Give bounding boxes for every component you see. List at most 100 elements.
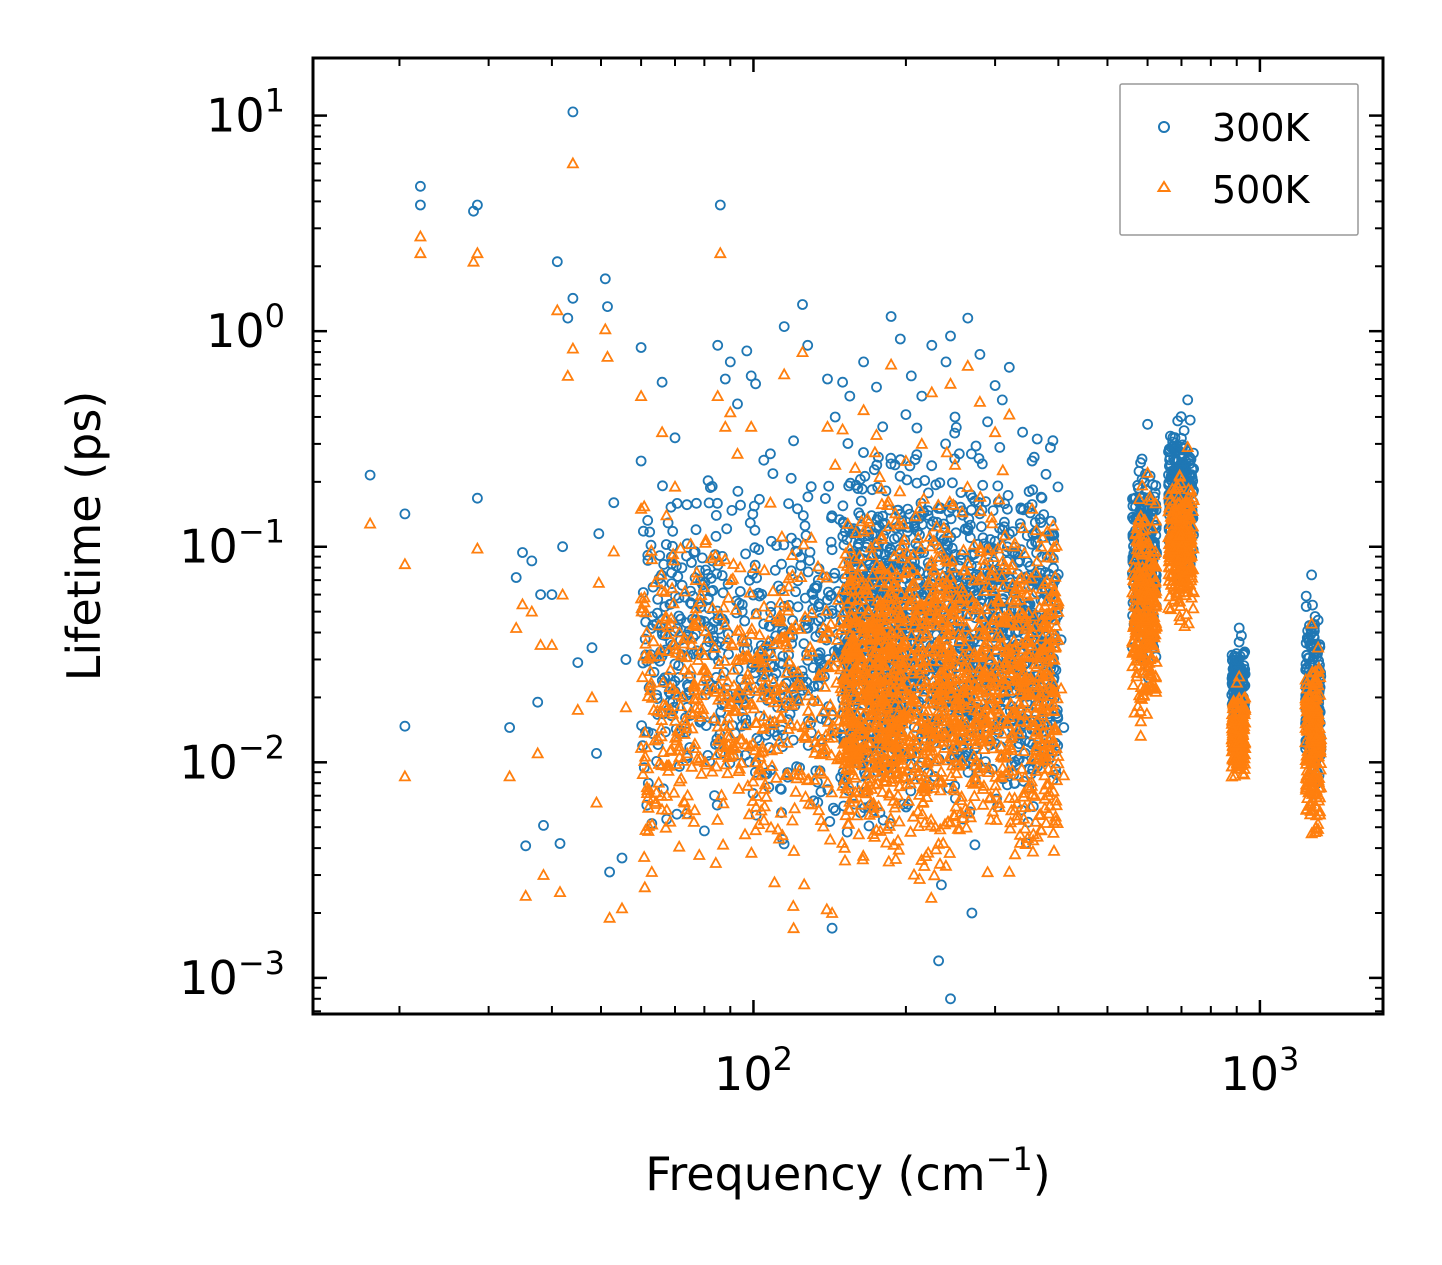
data-point-500k	[746, 774, 760, 787]
data-point-500k	[660, 789, 674, 801]
data-point-500k	[996, 726, 1010, 739]
data-point-500k	[1026, 587, 1040, 600]
data-point-500k	[816, 819, 830, 832]
data-point-500k	[836, 778, 850, 791]
data-point-500k	[769, 770, 783, 783]
data-point-300k	[774, 783, 786, 794]
data-point-300k	[805, 481, 817, 493]
data-point-500k	[638, 880, 652, 893]
data-point-300k	[795, 560, 807, 571]
data-point-300k	[696, 552, 708, 564]
data-point-300k	[808, 681, 820, 692]
data-point-500k	[1029, 565, 1043, 578]
data-point-500k	[721, 766, 735, 779]
data-point-500k	[648, 575, 662, 588]
data-point-300k	[837, 500, 849, 512]
data-point-500k	[712, 657, 726, 669]
data-point-500k	[989, 785, 1003, 798]
data-point-300k	[662, 517, 674, 529]
data-point-300k	[1045, 442, 1056, 453]
data-point-500k	[775, 529, 789, 542]
data-point-500k	[656, 675, 670, 688]
data-point-500k	[821, 731, 836, 743]
data-point-500k	[1017, 546, 1031, 558]
data-point-500k	[677, 794, 691, 807]
data-point-500k	[1012, 726, 1026, 739]
data-point-500k	[813, 764, 827, 777]
data-point-500k	[1049, 598, 1064, 610]
data-point-500k	[859, 577, 873, 590]
data-point-500k	[757, 813, 771, 826]
data-point-300k	[955, 554, 967, 566]
data-point-300k	[785, 472, 797, 484]
data-point-500k	[923, 689, 937, 702]
data-point-300k	[777, 729, 789, 741]
data-point-300k	[829, 411, 841, 423]
data-point-500k	[729, 603, 743, 615]
data-point-500k	[914, 542, 928, 554]
data-point-500k	[652, 618, 666, 631]
data-point-300k	[953, 448, 965, 460]
data-point-500k	[818, 680, 832, 692]
data-point-300k	[859, 470, 871, 482]
data-point-300k	[1232, 654, 1244, 666]
data-point-300k	[648, 666, 660, 678]
data-point-500k	[723, 728, 737, 741]
data-point-300k	[1182, 394, 1194, 406]
data-point-500k	[677, 727, 691, 739]
data-point-500k	[745, 622, 759, 634]
data-point-300k	[724, 356, 736, 368]
data-point-500k	[911, 531, 925, 543]
data-point-500k	[913, 501, 927, 514]
data-point-500k	[711, 692, 726, 705]
data-point-500k	[733, 623, 747, 636]
data-point-500k	[742, 807, 756, 820]
data-point-500k	[917, 859, 931, 871]
data-point-300k	[636, 720, 647, 731]
data-point-500k	[1036, 725, 1050, 738]
data-point-500k	[635, 601, 649, 614]
data-point-500k	[797, 537, 811, 550]
data-point-500k	[961, 556, 975, 568]
data-point-300k	[802, 339, 814, 351]
data-point-500k	[732, 764, 746, 776]
data-point-500k	[656, 745, 670, 757]
data-point-500k	[849, 738, 863, 751]
data-point-500k	[988, 778, 1002, 791]
data-point-500k	[779, 637, 793, 650]
data-point-500k	[1028, 814, 1043, 827]
data-point-500k	[1004, 696, 1018, 709]
data-point-500k	[838, 756, 852, 769]
data-point-500k	[928, 754, 942, 767]
data-point-500k	[838, 786, 852, 799]
data-point-500k	[794, 570, 808, 582]
data-point-500k	[660, 803, 674, 815]
data-point-300k	[691, 645, 703, 657]
data-point-300k	[532, 696, 544, 708]
data-point-500k	[684, 537, 698, 549]
data-point-500k	[789, 784, 803, 797]
data-point-500k	[868, 830, 882, 842]
data-point-300k	[639, 633, 651, 645]
data-point-300k	[551, 256, 563, 268]
data-point-300k	[748, 500, 760, 512]
data-point-500k	[917, 678, 931, 690]
data-point-300k	[599, 273, 611, 285]
data-point-500k	[992, 796, 1006, 809]
data-point-500k	[956, 811, 970, 823]
data-point-300k	[826, 922, 838, 934]
data-point-500k	[967, 537, 981, 550]
data-point-500k	[749, 607, 763, 620]
data-point-500k	[696, 673, 710, 686]
data-point-300k	[642, 555, 654, 566]
data-point-500k	[804, 710, 819, 723]
data-point-500k	[888, 722, 902, 735]
data-point-500k	[930, 714, 945, 727]
data-point-500k	[895, 713, 909, 726]
data-point-500k	[931, 575, 946, 587]
data-point-500k	[937, 604, 951, 616]
data-point-500k	[664, 611, 678, 624]
data-point-300k	[828, 802, 839, 814]
data-point-300k	[965, 519, 976, 531]
data-point-500k	[915, 662, 929, 675]
